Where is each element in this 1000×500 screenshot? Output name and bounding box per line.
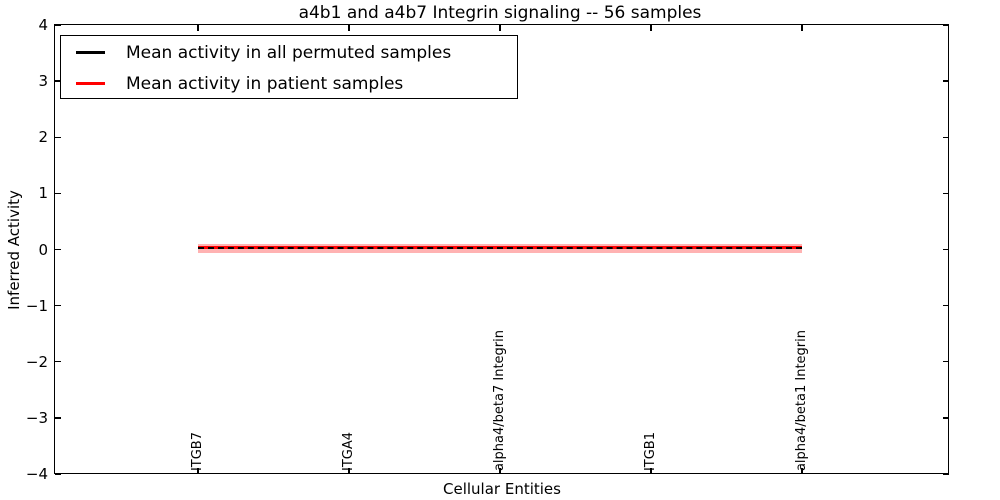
chart-title: a4b1 and a4b7 Integrin signaling -- 56 s… — [298, 3, 702, 23]
y-tick-label: 2 — [38, 128, 48, 147]
legend-label: Mean activity in patient samples — [126, 73, 404, 94]
legend-line-sample-red — [76, 82, 105, 85]
x-tick-mark-top — [650, 25, 652, 31]
y-tick-label: −1 — [25, 296, 48, 315]
y-tick-mark-left — [55, 417, 61, 419]
x-tick-mark-bottom — [499, 467, 501, 474]
x-category-label: alpha4/beta1 Integrin — [794, 329, 809, 471]
legend-label: Mean activity in all permuted samples — [126, 42, 452, 63]
y-tick-label: −3 — [25, 408, 48, 427]
legend-box: Mean activity in all permuted samples Me… — [60, 35, 518, 99]
y-tick-label: 3 — [38, 72, 48, 91]
y-tick-label: 4 — [38, 16, 48, 34]
y-tick-mark-right — [943, 304, 949, 307]
y-tick-mark-left — [55, 248, 61, 251]
y-tick-mark-left — [55, 136, 61, 138]
x-category-label: ITGB7 — [190, 431, 205, 471]
y-tick-mark-right — [943, 248, 949, 251]
x-tick-mark-bottom — [348, 467, 350, 474]
y-tick-label: 0 — [38, 240, 48, 259]
legend-entry-permuted: Mean activity in all permuted samples — [61, 38, 517, 67]
x-tick-mark-top — [197, 25, 199, 31]
y-tick-mark-left — [55, 80, 61, 82]
y-tick-mark-right — [943, 24, 949, 26]
y-tick-mark-left — [55, 24, 61, 26]
legend-entry-patient: Mean activity in patient samples — [61, 69, 517, 98]
y-tick-mark-right — [943, 417, 949, 419]
y-tick-mark-left — [55, 192, 61, 195]
x-tick-mark-bottom — [650, 467, 652, 474]
y-tick-label: −4 — [25, 465, 48, 483]
y-tick-mark-right — [943, 361, 949, 363]
x-category-label: ITGA4 — [341, 431, 356, 471]
x-tick-mark-top — [499, 25, 501, 31]
x-axis-title: Cellular Entities — [443, 480, 561, 498]
x-category-label: alpha4/beta7 Integrin — [492, 329, 507, 471]
y-tick-mark-right — [943, 136, 949, 138]
x-tick-mark-top — [348, 25, 350, 31]
y-tick-mark-right — [943, 80, 949, 82]
y-axis-title: Inferred Activity — [5, 190, 23, 310]
y-tick-mark-left — [55, 473, 61, 475]
x-tick-mark-bottom — [197, 467, 199, 474]
x-tick-mark-top — [801, 25, 803, 31]
y-tick-mark-left — [55, 304, 61, 307]
legend-line-sample-black — [76, 51, 105, 54]
y-tick-label: 1 — [38, 184, 48, 203]
y-tick-mark-right — [943, 473, 949, 475]
x-tick-mark-bottom — [801, 467, 803, 474]
y-tick-mark-right — [943, 192, 949, 195]
y-tick-mark-left — [55, 361, 61, 363]
series-line-permuted — [198, 247, 802, 250]
y-tick-label: −2 — [25, 352, 48, 371]
x-category-label: ITGB1 — [643, 431, 658, 471]
